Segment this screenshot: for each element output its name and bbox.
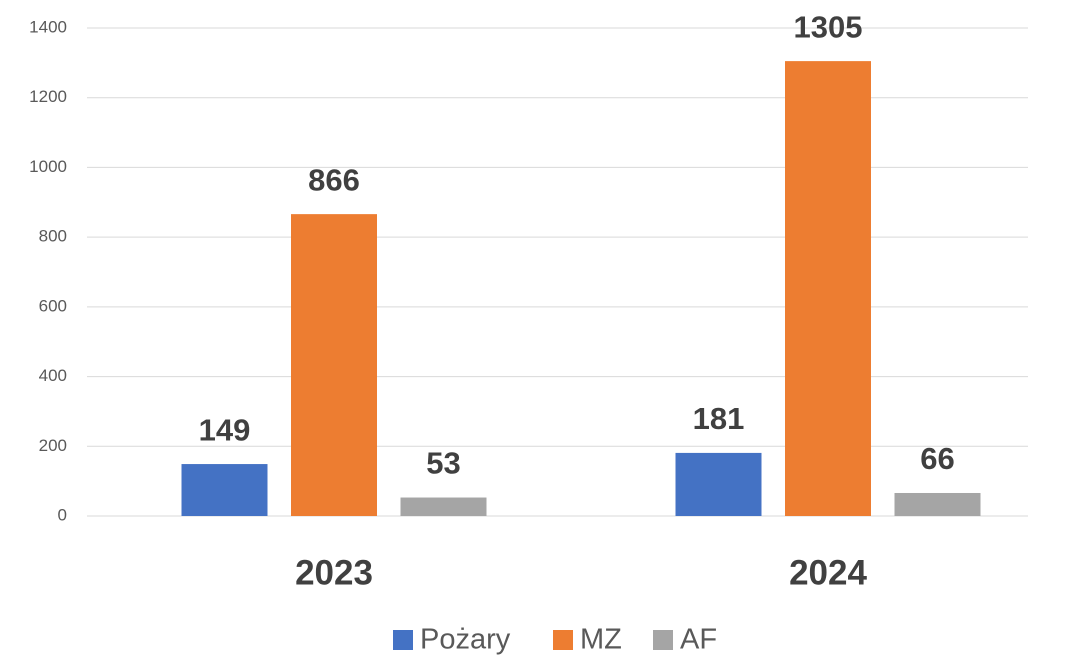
data-label: 866 (308, 162, 360, 197)
data-label: 1305 (794, 9, 863, 44)
bar (785, 61, 871, 516)
x-tick-label: 2023 (295, 553, 373, 592)
bar (894, 492, 981, 516)
bar (675, 452, 762, 516)
legend-label: AF (680, 624, 717, 656)
y-tick-label: 1000 (29, 157, 67, 176)
data-label: 53 (426, 446, 460, 481)
y-tick-label: 0 (58, 505, 67, 524)
legend-swatch (653, 630, 673, 650)
data-label: 181 (693, 401, 745, 436)
bar (291, 214, 377, 516)
y-tick-label: 600 (39, 296, 67, 315)
data-label: 149 (199, 412, 251, 447)
legend-label: Pożary (420, 624, 511, 656)
legend-swatch (393, 630, 413, 650)
legend-swatch (553, 630, 573, 650)
y-tick-label: 200 (39, 436, 67, 455)
bar (181, 464, 268, 516)
bar (400, 497, 487, 516)
data-label: 66 (920, 441, 954, 476)
y-tick-label: 800 (39, 227, 67, 246)
y-tick-label: 1200 (29, 87, 67, 106)
legend-label: MZ (580, 624, 622, 656)
y-tick-label: 1400 (29, 17, 67, 36)
x-tick-label: 2024 (789, 553, 867, 592)
y-tick-label: 400 (39, 366, 67, 385)
